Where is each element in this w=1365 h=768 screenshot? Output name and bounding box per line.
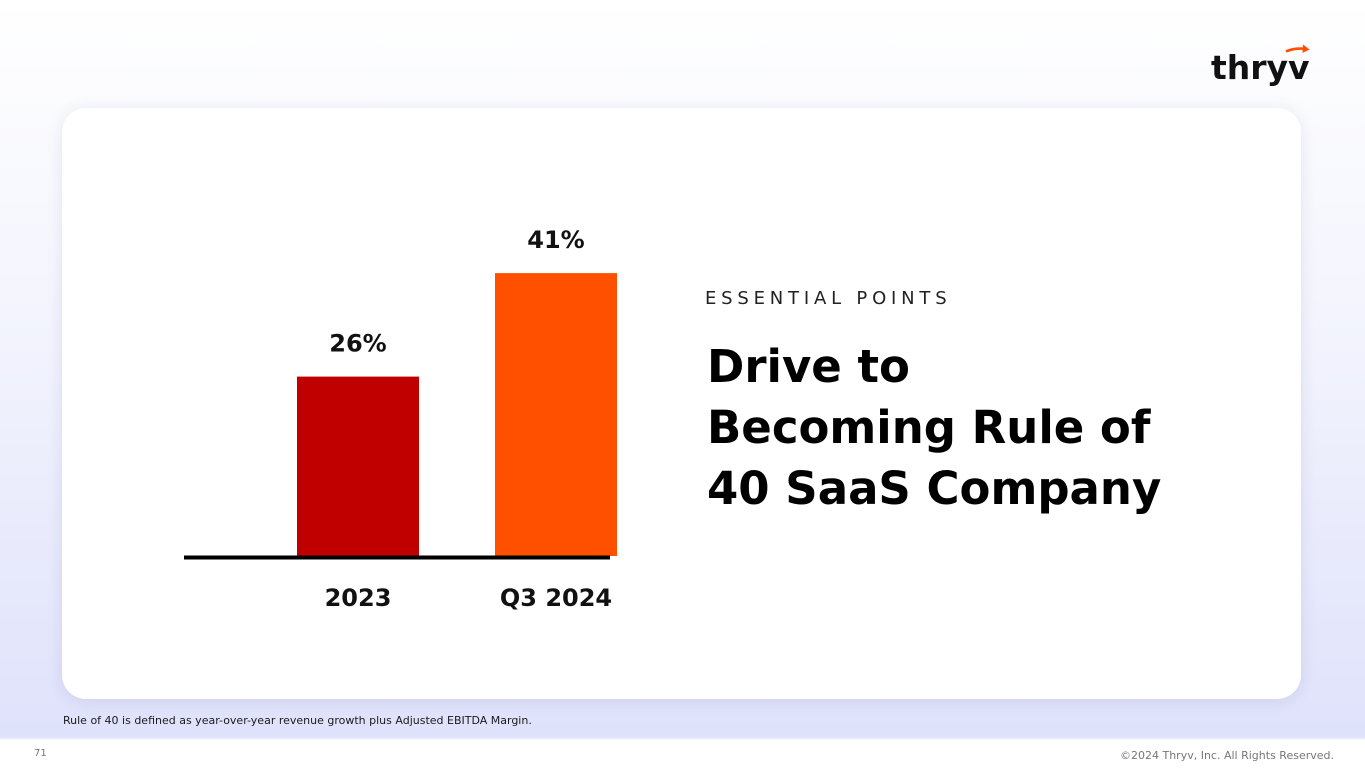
headline-line-2: Becoming Rule of <box>707 401 1151 454</box>
bar-value-label: 26% <box>329 330 386 358</box>
bar-1 <box>297 376 419 556</box>
thryv-logo-graphic: thryv <box>1211 44 1310 87</box>
logo-wordmark: thryv <box>1211 48 1310 87</box>
headline-line-3: 40 SaaS Company <box>707 462 1162 515</box>
logo-swoosh-arrow <box>1302 44 1310 53</box>
chart-area: 26% 2023 41% Q3 2024 <box>182 218 632 638</box>
bar-2 <box>495 273 617 556</box>
category-label: Q3 2024 <box>500 584 612 612</box>
eyebrow-label: ESSENTIAL POINTS <box>705 288 952 309</box>
page-number: 71 <box>34 748 47 759</box>
content-card: 26% 2023 41% Q3 2024 ESSENTIAL POINTS Drive… <box>62 108 1301 699</box>
footnote: Rule of 40 is defined as year-over-year … <box>63 714 532 727</box>
bar-chart: 26% 2023 41% Q3 2024 <box>184 226 617 612</box>
copyright-notice: ©2024 Thryv, Inc. All Rights Reserved. <box>1120 749 1334 762</box>
headline-line-1: Drive to <box>707 340 910 393</box>
bar-value-label: 41% <box>527 226 584 254</box>
category-label: 2023 <box>325 584 392 612</box>
page-title: Drive to Becoming Rule of 40 SaaS Compan… <box>707 336 1227 519</box>
thryv-logo: thryv <box>1210 44 1310 88</box>
